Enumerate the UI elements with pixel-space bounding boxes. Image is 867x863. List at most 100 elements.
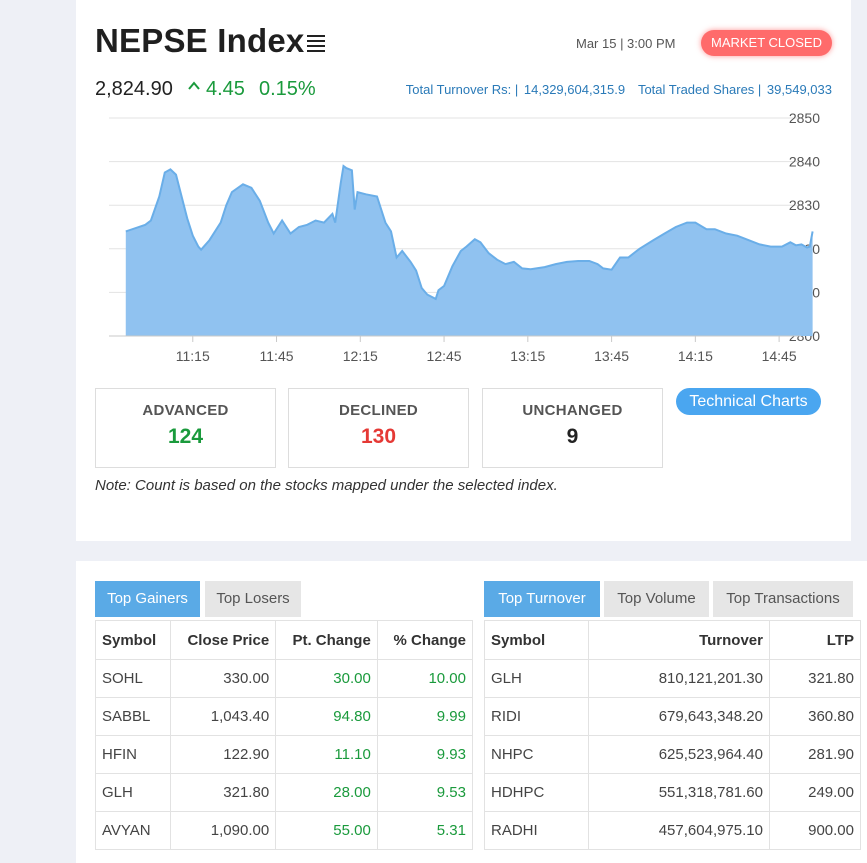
x-tick-label: 14:45 — [762, 348, 797, 364]
tab-top-losers[interactable]: Top Losers — [205, 581, 301, 617]
declined-count: 130 — [360, 425, 397, 448]
index-chart[interactable]: 28502840283028202810280011:1511:4512:151… — [76, 100, 851, 375]
close-price-cell: 1,043.40 — [169, 697, 277, 736]
pct-change-cell: 9.93 — [376, 735, 474, 774]
symbol-cell[interactable]: HDHPC — [484, 773, 589, 812]
declined-label: DECLINED — [338, 402, 419, 419]
pct-change-cell: 10.00 — [376, 659, 474, 698]
symbol-cell[interactable]: RADHI — [484, 811, 589, 850]
ltp-cell: 249.00 — [769, 773, 861, 812]
ltp-cell: 281.90 — [769, 735, 861, 774]
advanced-box: ADVANCED 124 — [95, 388, 276, 468]
symbol-cell[interactable]: GLH — [484, 659, 589, 698]
ltp-cell: 321.80 — [769, 659, 861, 698]
pct-change-cell: 5.31 — [376, 811, 474, 850]
turnover-cell: 810,121,201.30 — [587, 659, 771, 698]
advanced-count: 124 — [167, 425, 204, 448]
symbol-cell[interactable]: NHPC — [484, 735, 589, 774]
close-price-cell: 122.90 — [169, 735, 277, 774]
advanced-label: ADVANCED — [142, 402, 229, 419]
table-row[interactable]: GLH 810,121,201.30 321.80 — [484, 659, 861, 698]
pt-change-cell: 30.00 — [275, 659, 378, 698]
symbol-cell[interactable]: HFIN — [95, 735, 171, 774]
technical-charts-button[interactable]: Technical Charts — [676, 388, 821, 415]
x-tick-label: 11:15 — [176, 348, 210, 364]
x-tick-label: 14:15 — [678, 348, 713, 364]
x-tick-label: 13:45 — [594, 348, 629, 364]
table-row[interactable]: HDHPC 551,318,781.60 249.00 — [484, 773, 861, 812]
table-header-row: Symbol Close Price Pt. Change % Change — [95, 620, 474, 660]
count-note: Note: Count is based on the stocks mappe… — [95, 477, 558, 494]
tab-top-gainers[interactable]: Top Gainers — [95, 581, 200, 617]
declined-box: DECLINED 130 — [288, 388, 469, 468]
turnover-cell: 457,604,975.10 — [587, 811, 771, 850]
table-row[interactable]: RIDI 679,643,348.20 360.80 — [484, 697, 861, 736]
tab-top-turnover[interactable]: Top Turnover — [484, 581, 600, 617]
traded-shares-value: 39,549,033 — [766, 82, 832, 97]
table-row[interactable]: HFIN 122.90 11.10 9.93 — [95, 735, 474, 774]
table-row[interactable]: AVYAN 1,090.00 55.00 5.31 — [95, 811, 474, 850]
pct-change-cell: 9.99 — [376, 697, 474, 736]
pt-change-cell: 94.80 — [275, 697, 378, 736]
ltp-cell: 900.00 — [769, 811, 861, 850]
table-row[interactable]: SOHL 330.00 30.00 10.00 — [95, 659, 474, 698]
symbol-cell[interactable]: SOHL — [95, 659, 171, 698]
index-value: 2,824.90 — [95, 78, 173, 100]
unchanged-count: 9 — [566, 425, 579, 448]
turnover-summary: Total Turnover Rs: | 14,329,604,315.9 To… — [404, 82, 832, 97]
turnover-cell: 679,643,348.20 — [587, 697, 771, 736]
y-tick-label: 2840 — [789, 154, 820, 170]
x-tick-label: 12:45 — [427, 348, 462, 364]
tab-top-volume[interactable]: Top Volume — [604, 581, 709, 617]
table-row[interactable]: GLH 321.80 28.00 9.53 — [95, 773, 474, 812]
top-turnover-table: Symbol Turnover LTP GLH 810,121,201.30 3… — [484, 620, 861, 850]
column-header: Symbol — [484, 620, 589, 660]
column-header: Turnover — [587, 620, 771, 660]
table-row[interactable]: NHPC 625,523,964.40 281.90 — [484, 735, 861, 774]
close-price-cell: 1,090.00 — [169, 811, 277, 850]
y-tick-label: 2850 — [789, 110, 820, 126]
ltp-cell: 360.80 — [769, 697, 861, 736]
page-title: NEPSE Index — [95, 22, 305, 59]
pct-change-cell: 9.53 — [376, 773, 474, 812]
symbol-cell[interactable]: SABBL — [95, 697, 171, 736]
symbol-cell[interactable]: AVYAN — [95, 811, 171, 850]
turnover-cell: 625,523,964.40 — [587, 735, 771, 774]
close-price-cell: 321.80 — [169, 773, 277, 812]
turnover-value: 14,329,604,315.9 — [523, 82, 626, 97]
tab-top-transactions[interactable]: Top Transactions — [713, 581, 853, 617]
top-gainers-table: Symbol Close Price Pt. Change % Change S… — [95, 620, 474, 850]
column-header: Pt. Change — [275, 620, 378, 660]
index-change-points: 4.45 — [206, 78, 245, 100]
chevron-up-icon — [188, 81, 200, 90]
movers-card: Top Gainers Top Losers Top Turnover Top … — [76, 561, 867, 863]
traded-shares-label: Total Traded Shares | — [637, 82, 762, 97]
x-tick-label: 13:15 — [510, 348, 545, 364]
column-header: % Change — [376, 620, 474, 660]
market-status-badge: MARKET CLOSED — [701, 30, 832, 56]
index-line — [125, 164, 814, 301]
column-header: Symbol — [95, 620, 171, 660]
y-tick-label: 2830 — [789, 197, 820, 213]
x-tick-label: 12:15 — [343, 348, 378, 364]
unchanged-label: UNCHANGED — [522, 402, 623, 419]
table-row[interactable]: RADHI 457,604,975.10 900.00 — [484, 811, 861, 850]
x-tick-label: 11:45 — [260, 348, 294, 364]
column-header: Close Price — [169, 620, 277, 660]
pt-change-cell: 28.00 — [275, 773, 378, 812]
menu-icon[interactable] — [307, 35, 325, 52]
column-header: LTP — [769, 620, 861, 660]
symbol-cell[interactable]: RIDI — [484, 697, 589, 736]
table-header-row: Symbol Turnover LTP — [484, 620, 861, 660]
index-card: NEPSE Index Mar 15 | 3:00 PM MARKET CLOS… — [76, 0, 851, 541]
turnover-cell: 551,318,781.60 — [587, 773, 771, 812]
unchanged-box: UNCHANGED 9 — [482, 388, 663, 468]
market-datetime: Mar 15 | 3:00 PM — [576, 36, 676, 51]
pt-change-cell: 11.10 — [275, 735, 378, 774]
index-change-percent: 0.15% — [259, 78, 316, 100]
symbol-cell[interactable]: GLH — [95, 773, 171, 812]
index-area — [125, 166, 813, 336]
turnover-label: Total Turnover Rs: | — [405, 82, 519, 97]
pt-change-cell: 55.00 — [275, 811, 378, 850]
table-row[interactable]: SABBL 1,043.40 94.80 9.99 — [95, 697, 474, 736]
